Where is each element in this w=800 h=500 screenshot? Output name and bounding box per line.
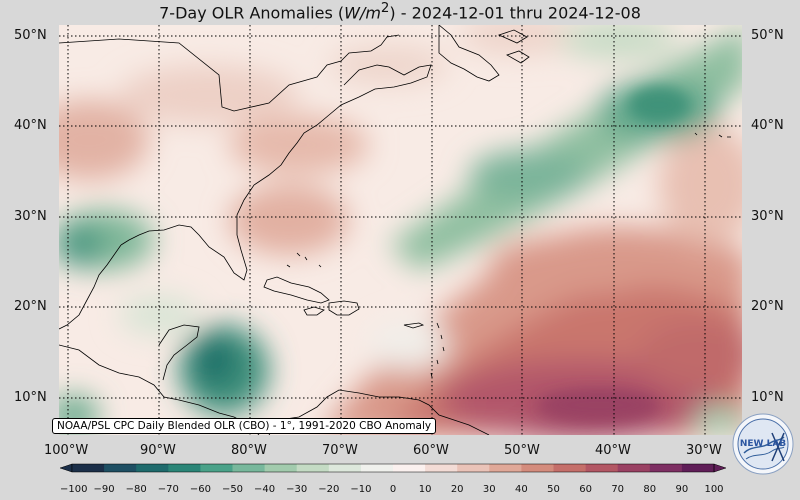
colorbar-segment: [393, 464, 426, 472]
colorbar-tick-label: −100: [60, 484, 88, 495]
colorbar-segment: [104, 464, 137, 472]
lat-label-20n-right: 20°N: [751, 299, 784, 314]
lat-label-10n-right: 10°N: [751, 390, 784, 405]
colorbar-tick-label: 0: [389, 484, 397, 495]
colorbar-tick-label: 60: [579, 484, 592, 495]
colorbar-segment: [296, 464, 330, 472]
colorbar-tick-label: −20: [318, 484, 340, 495]
colorbar-tick-label: 50: [547, 484, 560, 495]
colorbar-segment: [617, 464, 651, 472]
lon-label-50w: 50°W: [504, 443, 540, 458]
colorbar-segment: [553, 464, 587, 472]
lon-label-60w: 60°W: [413, 443, 449, 458]
colorbar-segment: [489, 464, 522, 472]
lat-label-50n-right: 50°N: [751, 28, 784, 43]
colorbar-tick-label: −30: [286, 484, 308, 495]
logo-text: NEW LAB: [740, 439, 786, 449]
colorbar-segment: [425, 464, 458, 472]
lon-label-40w: 40°W: [595, 443, 631, 458]
lab-logo: NEW LAB: [732, 413, 794, 475]
colorbar-segment: [360, 464, 394, 472]
colorbar-tick-label: −70: [157, 484, 179, 495]
colorbar-tick-label: −50: [221, 484, 244, 495]
colorbar-tick-label: −40: [254, 484, 276, 495]
colorbar-segment: [649, 464, 683, 472]
gridlines: [59, 25, 742, 435]
colorbar-segment: [264, 464, 298, 472]
colorbar-segment: [168, 464, 201, 472]
colorbar-tick-label: 80: [643, 484, 657, 495]
lat-label-10n-left: 10°N: [14, 390, 47, 405]
lon-label-100w: 100°W: [44, 443, 89, 458]
colorbar-segment: [521, 464, 554, 472]
colorbar-segment: [136, 464, 169, 472]
lat-label-30n-left: 30°N: [14, 209, 47, 224]
olr-anomaly-map: [59, 25, 742, 435]
island-dots: [286, 132, 731, 378]
colorbar-segment: [200, 464, 233, 472]
lon-label-30w: 30°W: [686, 443, 722, 458]
colorbar-segment: [232, 464, 266, 472]
lat-label-40n-right: 40°N: [751, 118, 784, 133]
colorbar-segment: [681, 464, 715, 472]
colorbar-tick-label: −90: [93, 484, 115, 495]
colorbar-tick-label: 90: [675, 484, 689, 495]
colorbar-tick-label: 20: [450, 484, 464, 495]
lon-label-90w: 90°W: [140, 443, 176, 458]
colorbar-tick-label: 70: [611, 484, 625, 495]
lat-label-50n-left: 50°N: [14, 28, 47, 43]
colorbar-tick-label: −80: [125, 484, 147, 495]
colorbar-segment: [457, 464, 490, 472]
colorbar-tick-label: 30: [482, 484, 496, 495]
colorbar-segment: [72, 464, 105, 472]
colorbar-arrow-low: [59, 463, 73, 473]
colorbar-segment: [328, 464, 362, 472]
lon-label-70w: 70°W: [322, 443, 358, 458]
map-title: 7-Day OLR Anomalies (W/m2) - 2024-12-01 …: [159, 1, 641, 23]
colorbar-tick-label: 10: [418, 484, 432, 495]
colorbar-tick-label: 100: [704, 484, 724, 495]
colorbar-tick-label: −10: [350, 484, 372, 495]
lat-label-20n-left: 20°N: [14, 299, 47, 314]
colorbar: [59, 463, 727, 473]
colorbar-arrow-high: [713, 463, 727, 473]
colorbar-segment: [585, 464, 619, 472]
lat-label-30n-right: 30°N: [751, 209, 784, 224]
data-credit: NOAA/PSL CPC Daily Blended OLR (CBO) - 1…: [52, 418, 437, 434]
lat-label-40n-left: 40°N: [14, 118, 47, 133]
colorbar-frame: [71, 463, 715, 473]
colorbar-tick-label: −60: [189, 484, 211, 495]
colorbar-tick-label: 40: [515, 484, 528, 495]
lon-label-80w: 80°W: [231, 443, 267, 458]
